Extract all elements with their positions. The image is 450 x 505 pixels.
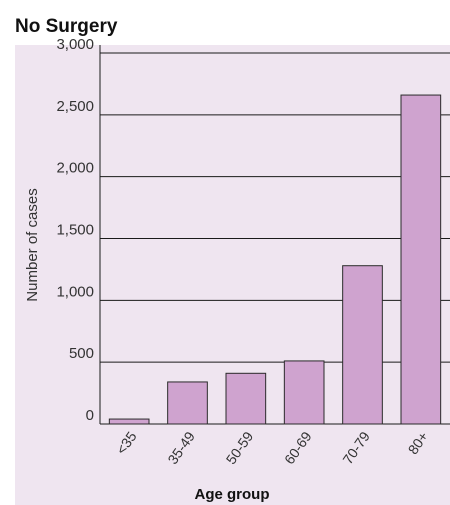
grid-lines bbox=[100, 52, 450, 425]
x-axis-title: Age group bbox=[195, 486, 270, 503]
y-tick-label: 1,500 bbox=[56, 222, 94, 239]
bar bbox=[342, 265, 383, 425]
y-tick-labels: 0 500 1,000 1,500 2,000 2,500 3,000 bbox=[56, 36, 94, 424]
chart-title: No Surgery bbox=[15, 16, 118, 37]
y-tick-label: 500 bbox=[69, 345, 94, 362]
bar bbox=[400, 94, 442, 425]
y-tick-label: 3,000 bbox=[56, 36, 94, 53]
bar bbox=[283, 360, 325, 425]
bars bbox=[108, 94, 442, 425]
bar bbox=[167, 381, 208, 425]
bar bbox=[225, 372, 267, 425]
y-tick-label: 0 bbox=[86, 407, 94, 424]
bar bbox=[108, 418, 150, 425]
y-tick-label: 1,000 bbox=[56, 283, 94, 300]
y-tick-label: 2,500 bbox=[56, 98, 94, 115]
y-axis-title: Number of cases bbox=[24, 188, 41, 301]
y-tick-label: 2,000 bbox=[56, 160, 94, 177]
